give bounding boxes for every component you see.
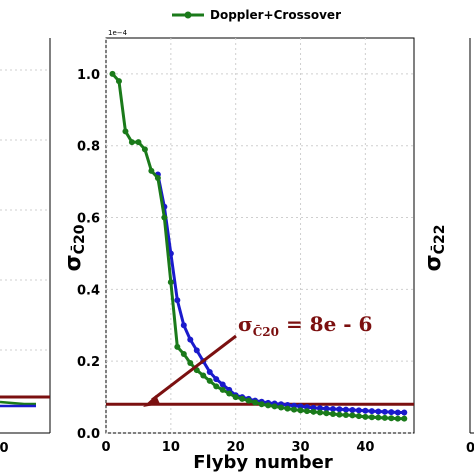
series-point-green bbox=[271, 403, 278, 410]
series-point-blue bbox=[401, 409, 408, 416]
series-point-blue bbox=[342, 406, 349, 413]
series-point-green bbox=[342, 412, 349, 419]
annotation-text: σC̄20 = 8e - 6 bbox=[238, 312, 372, 339]
left-panel: 0 bbox=[0, 38, 51, 456]
series-point-blue bbox=[213, 376, 220, 383]
left-green-series bbox=[0, 400, 36, 406]
center-x-ticks: 0 10 20 30 40 bbox=[101, 440, 374, 455]
series-point-green bbox=[161, 214, 168, 221]
series-point-blue bbox=[323, 405, 330, 412]
series-point-blue bbox=[193, 347, 200, 354]
series-point-blue bbox=[381, 408, 388, 415]
series-point-green bbox=[180, 351, 187, 357]
center-y-axis-label: σC̄20 bbox=[61, 224, 88, 271]
right-y-axis-label: σC̄22 bbox=[421, 225, 448, 272]
series-point-blue bbox=[187, 336, 194, 343]
series-point-blue bbox=[388, 409, 395, 416]
center-series bbox=[109, 70, 408, 422]
center-grid bbox=[105, 38, 414, 434]
center-x-tick-label: 40 bbox=[356, 440, 374, 455]
series-point-green bbox=[245, 397, 252, 404]
series-line-green bbox=[111, 72, 405, 421]
center-y-ticks: 0.0 0.2 0.4 0.6 0.8 1.0 bbox=[77, 68, 100, 442]
series-point-green bbox=[206, 377, 213, 384]
series-point-green bbox=[265, 402, 272, 409]
series-point-blue bbox=[375, 408, 382, 415]
center-y-tick-label: 0.2 bbox=[77, 355, 100, 370]
series-point-blue bbox=[349, 407, 356, 414]
series-point-blue bbox=[336, 406, 343, 413]
series-point-blue bbox=[394, 409, 401, 416]
series-point-green bbox=[148, 167, 155, 174]
series-point-blue bbox=[316, 405, 323, 412]
center-exponent-label: 1e−4 bbox=[108, 29, 128, 37]
series-point-green bbox=[381, 414, 388, 421]
series-point-green bbox=[323, 410, 330, 417]
series-point-green bbox=[232, 394, 239, 401]
series-point-green bbox=[329, 410, 336, 417]
center-x-tick-label: 20 bbox=[227, 440, 245, 455]
series-point-green bbox=[187, 359, 194, 366]
legend-green-marker bbox=[184, 11, 192, 19]
center-y-tick-label: 0.0 bbox=[77, 427, 100, 442]
right-panel: 0.20.40.60.81.01.21.41.6 σC̄22 0 bbox=[421, 38, 474, 456]
series-point-blue bbox=[174, 297, 181, 304]
series-point-green bbox=[278, 404, 285, 411]
center-y-tick-label: 0.8 bbox=[77, 140, 100, 155]
series-point-blue bbox=[180, 322, 187, 329]
series-point-green bbox=[368, 414, 375, 421]
series-point-green bbox=[310, 408, 317, 415]
series-point-blue bbox=[355, 407, 362, 414]
series-point-blue bbox=[219, 381, 226, 388]
series-point-green bbox=[258, 401, 265, 408]
series-point-green bbox=[239, 395, 246, 402]
center-x-tick-label: 30 bbox=[291, 440, 309, 455]
series-point-green bbox=[362, 413, 369, 420]
series-point-green bbox=[336, 411, 343, 418]
series-point-green bbox=[388, 415, 395, 422]
series-point-green bbox=[115, 78, 122, 85]
center-plot-area bbox=[105, 37, 415, 434]
left-x-tick-0: 0 bbox=[0, 441, 9, 456]
series-point-green bbox=[349, 412, 356, 419]
center-x-axis-label: Flyby number bbox=[193, 452, 333, 473]
legend: Doppler+Crossover bbox=[172, 8, 341, 22]
series-point-green bbox=[122, 128, 129, 135]
series-point-green bbox=[174, 343, 181, 350]
center-y-tick-label: 0.6 bbox=[77, 212, 100, 227]
series-point-green bbox=[316, 409, 323, 416]
series-point-blue bbox=[362, 407, 369, 414]
series-point-green bbox=[394, 415, 401, 422]
series-point-green bbox=[219, 386, 226, 393]
series-point-green bbox=[401, 415, 408, 422]
series-point-green bbox=[226, 390, 233, 397]
series-point-green bbox=[141, 146, 148, 153]
series-point-blue bbox=[329, 405, 336, 412]
center-y-tick-label: 1.0 bbox=[77, 68, 100, 83]
series-point-green bbox=[291, 406, 298, 413]
series-point-green bbox=[135, 139, 142, 146]
series-point-green bbox=[284, 405, 291, 412]
series-point-green bbox=[297, 407, 304, 414]
right-x-tick-0: 0 bbox=[466, 441, 474, 456]
legend-green-label: Doppler+Crossover bbox=[210, 8, 341, 22]
center-x-tick-label: 10 bbox=[162, 440, 180, 455]
series-point-green bbox=[200, 372, 207, 379]
series-point-green bbox=[128, 139, 135, 146]
series-point-green bbox=[252, 399, 259, 406]
center-y-tick-label: 0.4 bbox=[77, 283, 100, 298]
series-point-green bbox=[167, 279, 174, 286]
series-point-green bbox=[154, 175, 161, 182]
series-point-green bbox=[355, 413, 362, 420]
series-point-green bbox=[109, 70, 116, 77]
series-point-blue bbox=[368, 408, 375, 415]
series-point-green bbox=[304, 408, 311, 415]
center-x-tick-label: 0 bbox=[101, 440, 110, 455]
series-point-green bbox=[213, 383, 220, 390]
annotation-arrow bbox=[143, 334, 237, 407]
center-panel: 0.0 0.2 0.4 0.6 0.8 1.0 0 10 20 30 40 1e−4 σC̄20 … bbox=[61, 29, 415, 473]
series-point-blue bbox=[206, 368, 213, 375]
series-point-green bbox=[375, 414, 382, 421]
